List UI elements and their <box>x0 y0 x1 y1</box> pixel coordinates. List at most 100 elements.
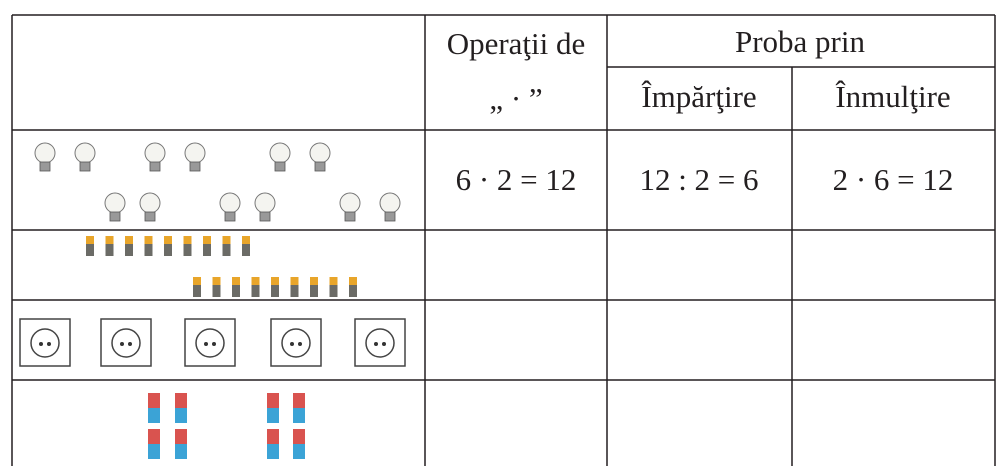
magnet-north <box>267 429 279 444</box>
magnet-south <box>267 408 279 423</box>
socket-hole <box>290 342 294 346</box>
battery-top <box>203 236 211 244</box>
cell-multiplication: 2 · 6 = 12 <box>833 162 954 197</box>
socket-hole <box>120 342 124 346</box>
magnet-south <box>175 408 187 423</box>
magnet-north <box>267 393 279 408</box>
battery-top <box>242 236 250 244</box>
bulb-base <box>344 211 356 222</box>
bulb-base <box>109 211 121 222</box>
bulbs-row <box>34 142 401 222</box>
magnet-south <box>148 408 160 423</box>
bulb-glass <box>254 192 276 214</box>
bulb-glass <box>34 142 56 164</box>
battery-top <box>222 236 231 244</box>
battery-body <box>193 285 201 297</box>
battery-top <box>86 236 94 244</box>
bulb-base <box>189 161 201 172</box>
socket-face <box>281 328 311 358</box>
bulb-glass <box>309 142 331 164</box>
batteries-row <box>86 236 357 297</box>
battery-top <box>125 236 133 244</box>
battery-top <box>164 236 172 244</box>
battery-top <box>271 277 279 285</box>
bulb-glass <box>144 142 166 164</box>
bulb-base <box>79 161 91 172</box>
magnet-south <box>175 444 187 459</box>
magnet-north <box>148 429 160 444</box>
sockets-row <box>19 318 406 367</box>
magnet-north <box>293 393 305 408</box>
cell-operation: 6 · 2 = 12 <box>456 162 577 197</box>
battery-top <box>105 236 114 244</box>
bulb-base <box>274 161 286 172</box>
battery-body <box>310 285 318 297</box>
bulb-base <box>39 161 51 172</box>
bulb-base <box>384 211 396 222</box>
battery-body <box>183 244 192 256</box>
socket-hole <box>382 342 386 346</box>
battery-body <box>329 285 338 297</box>
bulb-glass <box>339 192 361 214</box>
socket-face <box>111 328 141 358</box>
socket-hole <box>47 342 51 346</box>
magnet-north <box>175 393 187 408</box>
header-operations-sign: „ · ” <box>489 81 542 116</box>
cell-division: 12 : 2 = 6 <box>639 162 758 197</box>
bulb-glass <box>139 192 161 214</box>
battery-body <box>222 244 231 256</box>
magnet-south <box>293 444 305 459</box>
battery-body <box>349 285 357 297</box>
socket-hole <box>212 342 216 346</box>
socket-face <box>195 328 225 358</box>
socket-hole <box>204 342 208 346</box>
battery-body <box>203 244 211 256</box>
battery-body <box>125 244 133 256</box>
header-check: Proba prin <box>735 24 866 59</box>
battery-top <box>232 277 240 285</box>
battery-top <box>193 277 201 285</box>
magnet-south <box>148 444 160 459</box>
magnet-south <box>267 444 279 459</box>
header-multiplication: Înmulţire <box>835 79 950 114</box>
battery-top <box>251 277 260 285</box>
battery-top <box>212 277 221 285</box>
bulb-base <box>314 161 326 172</box>
bulb-glass <box>184 142 206 164</box>
bulb-base <box>149 161 161 172</box>
battery-body <box>86 244 94 256</box>
bulb-glass <box>269 142 291 164</box>
battery-top <box>310 277 318 285</box>
battery-top <box>290 277 299 285</box>
battery-body <box>251 285 260 297</box>
socket-hole <box>374 342 378 346</box>
socket-face <box>30 328 60 358</box>
header-operations: Operaţii de <box>447 26 586 61</box>
socket-hole <box>128 342 132 346</box>
header-division: Împărţire <box>641 79 756 114</box>
battery-body <box>290 285 299 297</box>
magnets-row <box>148 393 305 459</box>
magnet-north <box>175 429 187 444</box>
bulb-base <box>224 211 236 222</box>
bulb-glass <box>379 192 401 214</box>
battery-body <box>232 285 240 297</box>
battery-body <box>164 244 172 256</box>
table-grid <box>11 14 996 466</box>
bulb-glass <box>104 192 126 214</box>
battery-top <box>144 236 153 244</box>
battery-body <box>271 285 279 297</box>
bulb-base <box>259 211 271 222</box>
battery-top <box>183 236 192 244</box>
magnet-north <box>148 393 160 408</box>
bulb-glass <box>74 142 96 164</box>
battery-top <box>329 277 338 285</box>
socket-hole <box>39 342 43 346</box>
socket-face <box>365 328 395 358</box>
bulb-base <box>144 211 156 222</box>
picture-column <box>19 142 406 459</box>
battery-body <box>144 244 153 256</box>
magnet-south <box>293 408 305 423</box>
bulb-glass <box>219 192 241 214</box>
